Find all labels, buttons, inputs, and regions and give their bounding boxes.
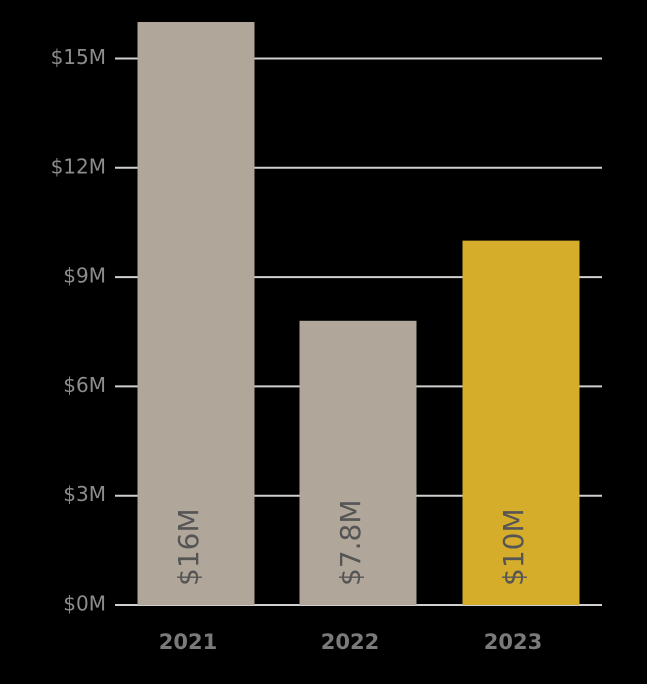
x-tick-label: 2021 [159,630,217,654]
value-label: $7.8M [334,499,367,586]
y-tick-label: $12M [51,154,106,178]
x-tick-label: 2023 [484,630,542,654]
x-tick-label: 2022 [321,630,379,654]
bar [299,320,417,605]
y-tick-label: $0M [63,592,106,616]
y-tick-label: $6M [63,373,106,397]
value-label: $16M [172,508,205,586]
y-tick-label: $15M [51,45,106,69]
value-label: $10M [497,508,530,586]
bar [462,240,580,605]
y-tick-label: $3M [63,482,106,506]
bar [137,22,255,605]
y-tick-label: $9M [63,264,106,288]
